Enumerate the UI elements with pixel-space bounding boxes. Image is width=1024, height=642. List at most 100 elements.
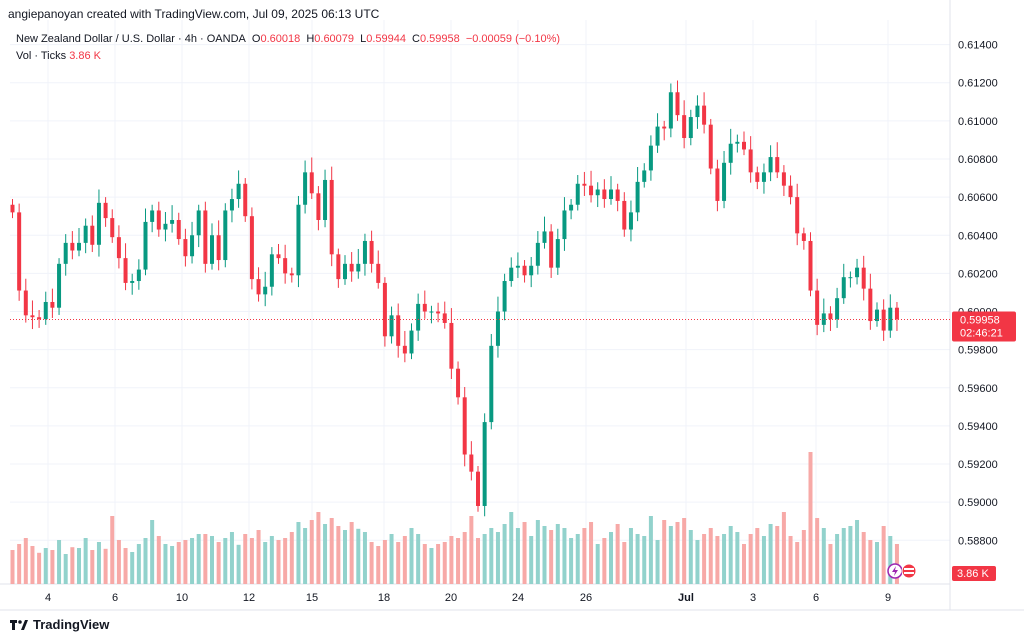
volume-bar bbox=[841, 528, 846, 584]
flag-icon[interactable] bbox=[901, 563, 917, 579]
volume-bar bbox=[90, 550, 95, 584]
volume-bar bbox=[216, 542, 221, 584]
price-tick-label: 0.61400 bbox=[958, 40, 998, 52]
volume-bar bbox=[848, 526, 853, 584]
candle-body bbox=[562, 210, 567, 240]
time-tick-label: 24 bbox=[512, 592, 524, 604]
volume-bar bbox=[203, 534, 208, 584]
volume-bar bbox=[43, 548, 48, 584]
candle-body bbox=[409, 330, 414, 354]
time-tick-label: 4 bbox=[45, 592, 51, 604]
volume-bar bbox=[675, 522, 680, 584]
candle-body bbox=[389, 315, 394, 337]
candle-body bbox=[688, 117, 693, 139]
candle-body bbox=[728, 143, 733, 163]
flag-stripe-icon bbox=[904, 568, 914, 570]
volume-bar bbox=[416, 534, 421, 584]
volume-bar bbox=[17, 544, 22, 584]
volume-bar bbox=[668, 526, 673, 584]
volume-bar bbox=[229, 532, 234, 584]
candle-body bbox=[808, 240, 813, 291]
candle-body bbox=[176, 220, 181, 240]
volume-bar bbox=[768, 524, 773, 584]
candle-body bbox=[768, 157, 773, 173]
price-axis[interactable]: 0.61400 0.61200 0.61000 0.60800 0.60600 0.604… bbox=[958, 40, 998, 548]
candle-body bbox=[183, 239, 188, 257]
volume-bar bbox=[688, 530, 693, 584]
candle-body bbox=[668, 92, 673, 129]
volume-bar bbox=[648, 516, 653, 584]
price-tick-label: 0.59400 bbox=[958, 421, 998, 433]
event-icons[interactable] bbox=[887, 563, 917, 579]
volume-bar bbox=[276, 540, 281, 584]
time-tick-label: 20 bbox=[445, 592, 457, 604]
volume-bar bbox=[223, 538, 228, 584]
candle-body bbox=[229, 199, 234, 211]
candle-body bbox=[236, 183, 241, 200]
volume-legend-label[interactable]: Vol · Ticks bbox=[16, 50, 67, 62]
candle-body bbox=[249, 216, 254, 280]
volume-bar bbox=[602, 538, 607, 584]
volume-bar bbox=[336, 526, 341, 584]
volume-badge: 3.86 K bbox=[952, 566, 996, 581]
volume-bar bbox=[130, 552, 135, 584]
volume-bar bbox=[362, 532, 367, 584]
candle-body bbox=[289, 273, 294, 276]
volume-bar bbox=[788, 536, 793, 584]
candle-body bbox=[223, 210, 228, 261]
candle-body bbox=[263, 286, 268, 295]
volume-bar bbox=[110, 516, 115, 584]
price-tick-label: 0.60400 bbox=[958, 230, 998, 242]
volume-bar bbox=[30, 546, 35, 584]
candle-body bbox=[442, 313, 447, 323]
candle-body bbox=[708, 124, 713, 169]
candle-body bbox=[17, 212, 22, 291]
candle-body bbox=[303, 172, 308, 205]
volume-bar bbox=[489, 528, 494, 584]
volume-bar bbox=[422, 544, 427, 584]
candle-body bbox=[529, 265, 534, 276]
volume-bar bbox=[781, 512, 786, 584]
candle-body bbox=[755, 172, 760, 182]
price-tick-label: 0.60600 bbox=[958, 192, 998, 204]
volume-bar bbox=[103, 548, 108, 584]
candle-body bbox=[469, 454, 474, 472]
volume-bar bbox=[442, 542, 447, 584]
volume-bar bbox=[309, 520, 314, 584]
candle-body bbox=[742, 141, 746, 150]
price-tick-label: 0.61000 bbox=[958, 116, 998, 128]
candle-body bbox=[695, 105, 700, 118]
volume-series bbox=[10, 452, 899, 584]
volume-bar bbox=[50, 550, 55, 584]
change-value: −0.00059 (−0.10%) bbox=[465, 33, 561, 45]
candle-body bbox=[356, 263, 361, 272]
candle-body bbox=[555, 239, 560, 268]
volume-bar bbox=[755, 528, 760, 584]
volume-bar bbox=[529, 536, 534, 584]
time-tick-label: 3 bbox=[750, 592, 756, 604]
volume-bar bbox=[283, 538, 288, 584]
candle-body bbox=[848, 277, 853, 279]
symbol-title[interactable]: New Zealand Dollar / U.S. Dollar · 4h · … bbox=[16, 33, 246, 45]
volume-bar bbox=[469, 516, 474, 584]
volume-bar bbox=[389, 534, 394, 584]
tradingview-footer[interactable]: TradingView bbox=[10, 617, 109, 632]
volume-bar bbox=[77, 548, 81, 584]
volume-bar bbox=[210, 536, 214, 584]
time-tick-label: 6 bbox=[813, 592, 819, 604]
candle-body bbox=[855, 267, 860, 278]
volume-bar bbox=[635, 534, 640, 584]
candle-body bbox=[589, 185, 594, 196]
volume-bar bbox=[176, 542, 181, 584]
candle-body bbox=[449, 322, 454, 369]
candle-body bbox=[875, 309, 879, 322]
time-axis[interactable]: 4 6 10 12 15 18 20 24 26 Jul 3 6 9 bbox=[45, 592, 891, 604]
candle-body bbox=[841, 277, 846, 299]
volume-bar bbox=[595, 544, 600, 584]
candle-body bbox=[136, 269, 141, 282]
candle-body bbox=[369, 240, 374, 264]
volume-bar bbox=[589, 522, 594, 584]
candle-body bbox=[748, 149, 753, 173]
volume-bar bbox=[795, 542, 800, 584]
